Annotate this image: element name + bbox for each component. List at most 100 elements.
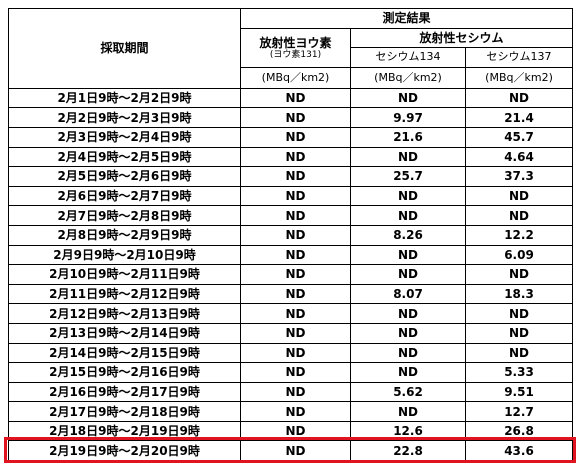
header-cell: 放射性セシウム [349, 27, 574, 49]
period-cell: 2月4日9時～2月5日9時 [8, 146, 241, 168]
header-cell: 放射性ヨウ素 (ヨウ素131) [240, 27, 351, 68]
value-cell: ND [240, 205, 351, 226]
value-cell: 12.6 [350, 420, 466, 442]
table-row: 2月1日9時～2月2日9時 ND ND ND [8, 87, 574, 109]
value-cell: 9.97 [350, 107, 466, 128]
value-cell: ND [240, 166, 351, 187]
value-cell: 37.3 [464, 166, 574, 187]
value-cell: 26.8 [464, 420, 574, 442]
table-row: 2月16日9時～2月17日9時 ND 5.62 9.51 [8, 381, 574, 403]
value-cell: ND [350, 146, 466, 168]
period-cell: 2月2日9時～2月3日9時 [8, 107, 241, 128]
value-cell: ND [240, 146, 351, 168]
table-row: 2月8日9時～2月9日9時 ND 8.26 12.2 [8, 224, 574, 246]
value-cell: ND [350, 205, 466, 226]
value-cell: 12.7 [464, 401, 574, 422]
period-cell: 2月14日9時～2月15日9時 [8, 342, 241, 364]
value-cell: 22.8 [350, 440, 466, 462]
value-cell: ND [240, 381, 351, 403]
value-cell: 4.64 [464, 146, 574, 168]
value-cell: ND [350, 87, 466, 109]
value-cell: ND [464, 264, 574, 285]
unit-cell: (MBq／km2) [464, 66, 574, 89]
value-cell: ND [240, 264, 351, 285]
table-row: 2月13日9時～2月14日9時 ND ND ND [8, 322, 574, 344]
period-cell: 2月15日9時～2月16日9時 [8, 362, 241, 383]
value-cell: ND [240, 87, 351, 109]
data-table: 採取期間 測定結果 放射性ヨウ素 (ヨウ素131) 放射性セシウム セシウム134… [8, 8, 574, 462]
header-text: 放射性ヨウ素 [259, 35, 332, 50]
value-cell: 18.3 [464, 283, 574, 305]
value-cell: 5.62 [350, 381, 466, 403]
value-cell: ND [240, 401, 351, 422]
value-cell: 43.6 [464, 440, 574, 462]
value-cell: ND [350, 264, 466, 285]
value-cell: 21.4 [464, 107, 574, 128]
period-cell: 2月13日9時～2月14日9時 [8, 322, 241, 344]
table-row: 2月19日9時～2月20日9時 ND 22.8 43.6 [8, 440, 574, 462]
period-cell: 2月16日9時～2月17日9時 [8, 381, 241, 403]
table-row: 2月9日9時～2月10日9時 ND ND 6.09 [8, 244, 574, 266]
value-cell: 9.51 [464, 381, 574, 403]
period-cell: 2月3日9時～2月4日9時 [8, 126, 241, 148]
period-cell: 2月11日9時～2月12日9時 [8, 283, 241, 305]
table-row: 2月4日9時～2月5日9時 ND ND 4.64 [8, 146, 574, 168]
value-cell: ND [350, 185, 466, 207]
value-cell: 45.7 [464, 126, 574, 148]
unit-cell: (MBq／km2) [240, 66, 351, 89]
table-row: 2月6日9時～2月7日9時 ND ND ND [8, 185, 574, 207]
table-row: 2月3日9時～2月4日9時 ND 21.6 45.7 [8, 126, 574, 148]
value-cell: ND [350, 244, 466, 266]
value-cell: ND [464, 303, 574, 324]
value-cell: 8.26 [350, 224, 466, 246]
header-cell: 測定結果 [239, 8, 574, 29]
value-cell: ND [464, 322, 574, 344]
value-cell: 21.6 [350, 126, 466, 148]
value-cell: ND [240, 224, 351, 246]
value-cell: ND [350, 401, 466, 422]
value-cell: ND [240, 107, 351, 128]
table-row: 2月2日9時～2月3日9時 ND 9.97 21.4 [8, 107, 574, 128]
period-cell: 2月17日9時～2月18日9時 [8, 401, 241, 422]
value-cell: ND [240, 185, 351, 207]
document: 採取期間 測定結果 放射性ヨウ素 (ヨウ素131) 放射性セシウム セシウム134… [4, 8, 576, 463]
unit-cell: (MBq／km2) [350, 66, 466, 89]
value-cell: ND [240, 283, 351, 305]
table-row: 2月10日9時～2月11日9時 ND ND ND [8, 264, 574, 285]
period-cell: 2月8日9時～2月9日9時 [8, 224, 241, 246]
value-cell: 5.33 [464, 362, 574, 383]
value-cell: ND [350, 322, 466, 344]
period-cell: 2月1日9時～2月2日9時 [8, 87, 241, 109]
value-cell: 6.09 [464, 244, 574, 266]
table-row: 2月11日9時～2月12日9時 ND 8.07 18.3 [8, 283, 574, 305]
value-cell: 12.2 [464, 224, 574, 246]
period-cell: 2月10日9時～2月11日9時 [8, 264, 241, 285]
table-row: 2月17日9時～2月18日9時 ND ND 12.7 [8, 401, 574, 422]
value-cell: ND [240, 126, 351, 148]
value-cell: ND [464, 185, 574, 207]
header-cell: 採取期間 [8, 8, 241, 89]
header-cell: セシウム137 [464, 47, 574, 68]
value-cell: ND [350, 303, 466, 324]
value-cell: ND [240, 244, 351, 266]
value-cell: ND [240, 322, 351, 344]
value-cell: ND [350, 342, 466, 364]
value-cell: 25.7 [350, 166, 466, 187]
table-row: 2月15日9時～2月16日9時 ND ND 5.33 [8, 362, 574, 383]
period-cell: 2月19日9時～2月20日9時 [8, 440, 241, 462]
period-cell: 2月5日9時～2月6日9時 [8, 166, 241, 187]
value-cell: ND [350, 362, 466, 383]
value-cell: ND [240, 420, 351, 442]
header-note: (ヨウ素131) [269, 49, 322, 60]
value-cell: ND [240, 362, 351, 383]
value-cell: ND [240, 342, 351, 364]
table-row: 2月5日9時～2月6日9時 ND 25.7 37.3 [8, 166, 574, 187]
value-cell: 8.07 [350, 283, 466, 305]
table-row: 2月7日9時～2月8日9時 ND ND ND [8, 205, 574, 226]
value-cell: ND [464, 342, 574, 364]
period-cell: 2月9日9時～2月10日9時 [8, 244, 241, 266]
period-cell: 2月6日9時～2月7日9時 [8, 185, 241, 207]
table-row: 2月12日9時～2月13日9時 ND ND ND [8, 303, 574, 324]
header-cell: セシウム134 [350, 47, 466, 68]
period-cell: 2月12日9時～2月13日9時 [8, 303, 241, 324]
